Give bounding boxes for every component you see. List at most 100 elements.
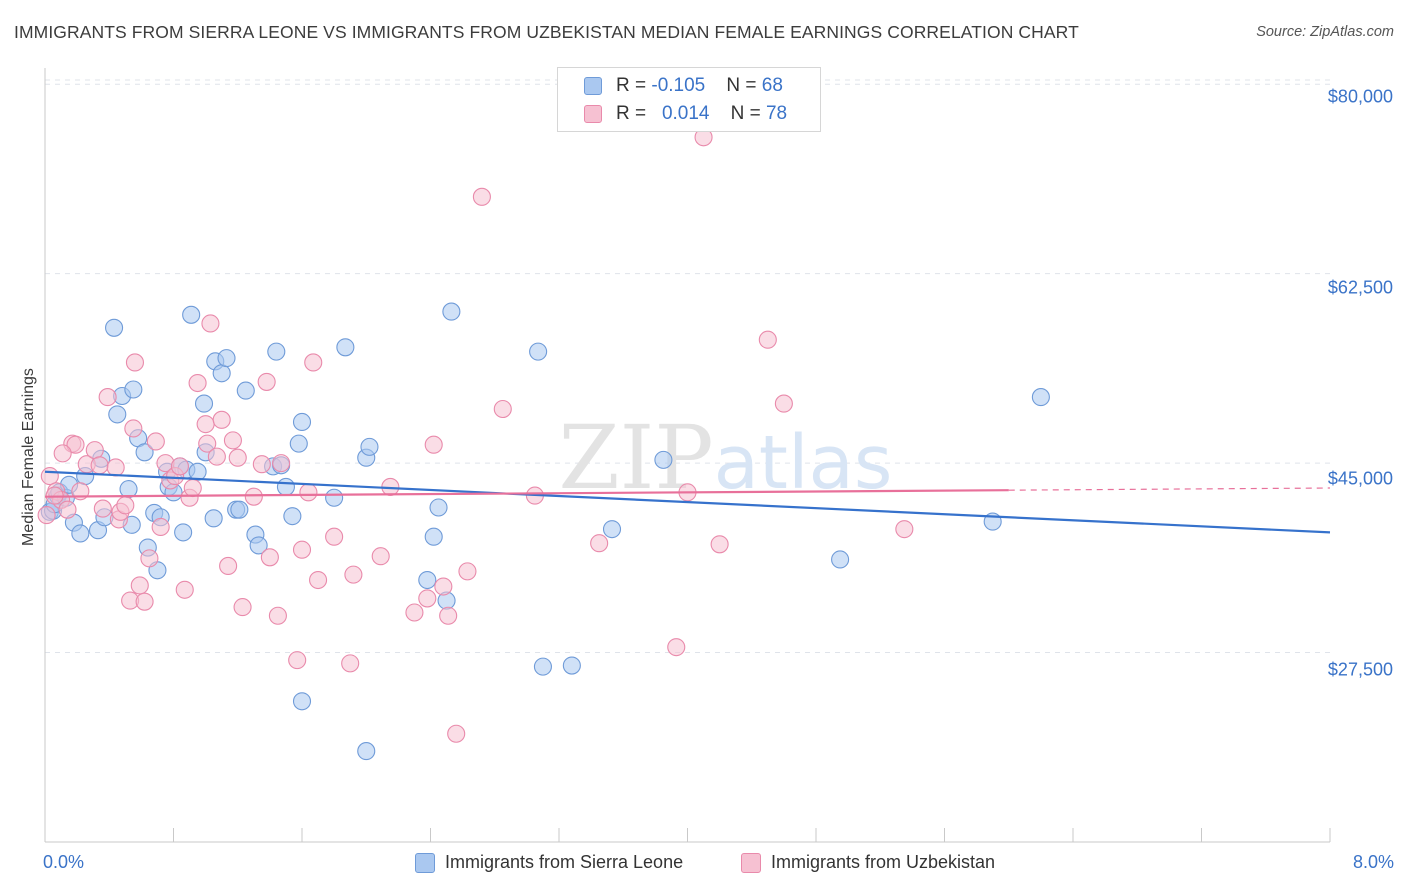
data-point-sierra-leone xyxy=(249,536,268,555)
series-uzbekistan-points xyxy=(37,128,914,743)
data-point-uzbekistan xyxy=(758,330,777,349)
data-point-uzbekistan xyxy=(288,651,307,670)
data-point-uzbekistan xyxy=(53,444,72,463)
data-point-sierra-leone xyxy=(135,443,154,462)
axes xyxy=(44,68,1331,843)
data-point-sierra-leone xyxy=(204,509,223,528)
data-point-uzbekistan xyxy=(219,556,238,576)
trend-line-sierra-leone xyxy=(44,470,1331,534)
data-point-sierra-leone xyxy=(212,364,231,383)
data-point-uzbekistan xyxy=(371,547,390,566)
correlation-legend: R = -0.105 N = 68 R = 0.014 N = 78 xyxy=(557,67,821,132)
bottom-legend-label: Immigrants from Sierra Leone xyxy=(445,852,684,872)
legend-r-label: R = xyxy=(616,75,652,96)
data-point-sierra-leone xyxy=(276,477,295,496)
data-point-sierra-leone xyxy=(1031,388,1050,407)
gridlines xyxy=(45,79,1330,654)
data-point-uzbekistan xyxy=(223,431,242,450)
data-point-uzbekistan xyxy=(309,570,328,590)
trend-line-uzbekistan-extension xyxy=(1008,487,1331,491)
legend-r-label: R = xyxy=(616,103,652,124)
data-point-uzbekistan xyxy=(590,534,609,553)
data-point-uzbekistan xyxy=(439,606,458,625)
data-point-uzbekistan xyxy=(418,589,437,608)
data-point-sierra-leone xyxy=(831,550,850,569)
data-point-uzbekistan xyxy=(183,478,202,498)
data-point-uzbekistan xyxy=(125,353,144,372)
data-point-sierra-leone xyxy=(418,570,437,590)
legend-n-value: 78 xyxy=(765,103,788,124)
data-point-uzbekistan xyxy=(140,549,159,568)
data-point-uzbekistan xyxy=(710,535,729,554)
data-point-sierra-leone xyxy=(529,342,548,361)
data-point-sierra-leone xyxy=(182,305,201,324)
data-point-uzbekistan xyxy=(201,314,220,333)
data-point-sierra-leone xyxy=(174,523,193,542)
data-point-uzbekistan xyxy=(667,638,686,657)
data-point-uzbekistan xyxy=(151,517,170,537)
data-point-uzbekistan xyxy=(493,399,512,419)
data-point-uzbekistan xyxy=(341,654,360,673)
x-tick-label-max: 8.0% xyxy=(1352,852,1394,872)
data-point-sierra-leone xyxy=(424,527,443,546)
data-point-uzbekistan xyxy=(170,457,189,476)
trend-line-uzbekistan xyxy=(44,489,1009,498)
data-point-sierra-leone xyxy=(283,507,302,526)
data-point-sierra-leone xyxy=(602,520,622,539)
chart-title: IMMIGRANTS FROM SIERRA LEONE VS IMMIGRAN… xyxy=(14,22,1079,42)
watermark-atlas: atlas xyxy=(714,420,893,506)
data-point-uzbekistan xyxy=(135,592,154,611)
data-point-sierra-leone xyxy=(217,349,236,368)
data-point-uzbekistan xyxy=(325,527,344,546)
bottom-legend-swatch-pink xyxy=(741,852,761,873)
legend-n-label: N = xyxy=(726,75,762,96)
data-point-sierra-leone xyxy=(562,656,581,675)
data-point-uzbekistan xyxy=(124,419,143,438)
data-point-uzbekistan xyxy=(472,187,491,206)
data-point-uzbekistan xyxy=(260,548,279,567)
data-point-sierra-leone xyxy=(336,338,355,357)
data-point-sierra-leone xyxy=(533,657,552,676)
y-tick-label-27500: $27,500 xyxy=(1327,659,1393,680)
data-point-uzbekistan xyxy=(130,576,149,595)
legend-n-value: 68 xyxy=(761,75,783,96)
data-point-sierra-leone xyxy=(429,498,448,517)
data-point-uzbekistan xyxy=(93,499,112,518)
legend-row-sierra-leone: R = -0.105 N = 68 xyxy=(558,72,820,100)
legend-swatch-pink xyxy=(584,105,602,123)
data-point-sierra-leone xyxy=(289,434,308,453)
data-point-uzbekistan xyxy=(146,432,165,451)
data-point-uzbekistan xyxy=(458,562,477,581)
data-point-sierra-leone xyxy=(124,380,143,399)
legend-r-value: -0.105 xyxy=(651,75,706,96)
data-point-uzbekistan xyxy=(447,724,466,743)
legend-n-label: N = xyxy=(730,103,766,124)
bottom-legend-label: Immigrants from Uzbekistan xyxy=(771,852,996,872)
data-point-uzbekistan xyxy=(198,434,217,453)
source-credit: Source: ZipAtlas.com xyxy=(1256,24,1394,40)
data-point-uzbekistan xyxy=(344,565,363,584)
data-point-uzbekistan xyxy=(40,467,59,486)
data-point-uzbekistan xyxy=(98,388,117,407)
trend-lines xyxy=(44,470,1331,534)
legend-r-value: 0.014 xyxy=(661,103,710,124)
data-point-sierra-leone xyxy=(357,742,376,761)
data-point-sierra-leone xyxy=(105,318,124,337)
data-point-sierra-leone xyxy=(360,437,379,456)
data-point-sierra-leone xyxy=(194,394,214,413)
data-point-uzbekistan xyxy=(116,496,135,515)
x-tick-label-min: 0.0% xyxy=(43,852,85,872)
data-point-uzbekistan xyxy=(405,603,424,622)
data-point-uzbekistan xyxy=(212,410,231,429)
y-tick-label-80000: $80,000 xyxy=(1327,86,1393,107)
data-point-uzbekistan xyxy=(292,540,312,559)
data-point-sierra-leone xyxy=(230,500,249,519)
data-point-uzbekistan xyxy=(228,448,247,467)
y-tick-label-62500: $62,500 xyxy=(1327,277,1393,298)
bottom-legend-item-sierra-leone: Immigrants from Sierra Leone xyxy=(415,852,683,873)
data-point-sierra-leone xyxy=(108,405,127,424)
data-point-uzbekistan xyxy=(207,447,226,466)
data-point-uzbekistan xyxy=(58,500,77,519)
data-point-uzbekistan xyxy=(175,580,194,599)
